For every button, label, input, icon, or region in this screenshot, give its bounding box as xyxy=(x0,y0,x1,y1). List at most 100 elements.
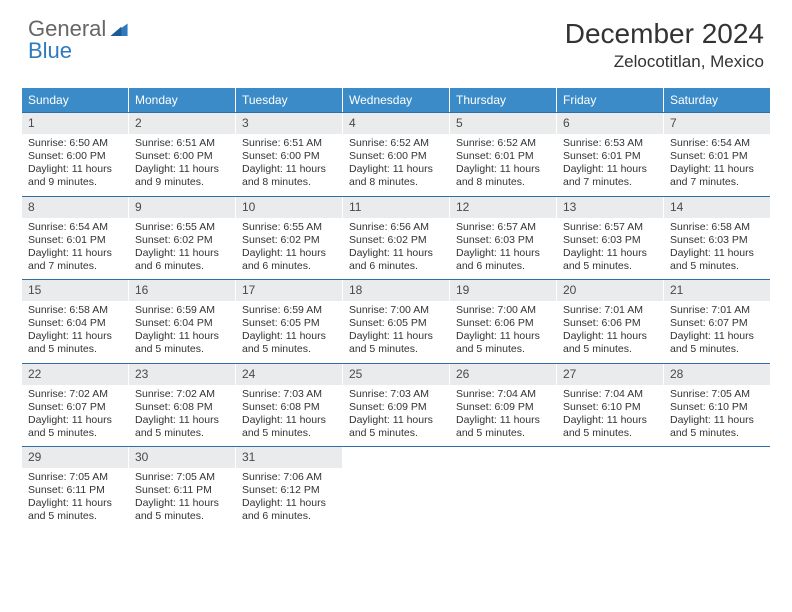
sunset-line: Sunset: 6:00 PM xyxy=(349,150,443,163)
daylight-line-2: and 5 minutes. xyxy=(563,343,657,356)
sunrise-line: Sunrise: 6:59 AM xyxy=(242,304,336,317)
daylight-line-2: and 7 minutes. xyxy=(28,260,122,273)
sunrise-line: Sunrise: 6:57 AM xyxy=(563,221,657,234)
daylight-line-2: and 5 minutes. xyxy=(242,343,336,356)
daylight-line-1: Daylight: 11 hours xyxy=(28,247,122,260)
daylight-line-2: and 5 minutes. xyxy=(456,343,550,356)
day-28: 28Sunrise: 7:05 AMSunset: 6:10 PMDayligh… xyxy=(664,364,770,447)
dow-tuesday: Tuesday xyxy=(236,88,343,112)
logo: GeneralBlue xyxy=(28,18,133,62)
day-body: Sunrise: 6:54 AMSunset: 6:01 PMDaylight:… xyxy=(22,218,128,280)
day-number: 31 xyxy=(236,447,342,468)
daylight-line-1: Daylight: 11 hours xyxy=(563,330,657,343)
day-body: Sunrise: 6:51 AMSunset: 6:00 PMDaylight:… xyxy=(129,134,235,196)
sunset-line: Sunset: 6:10 PM xyxy=(670,401,764,414)
month-title: December 2024 xyxy=(565,18,764,50)
sunrise-line: Sunrise: 6:52 AM xyxy=(349,137,443,150)
day-number: 18 xyxy=(343,280,449,301)
location: Zelocotitlan, Mexico xyxy=(565,52,764,72)
sunrise-line: Sunrise: 6:55 AM xyxy=(135,221,229,234)
sunrise-line: Sunrise: 6:53 AM xyxy=(563,137,657,150)
logo-word-blue: Blue xyxy=(28,38,72,63)
sunset-line: Sunset: 6:03 PM xyxy=(563,234,657,247)
sunrise-line: Sunrise: 6:51 AM xyxy=(135,137,229,150)
daylight-line-1: Daylight: 11 hours xyxy=(563,163,657,176)
sunrise-line: Sunrise: 7:05 AM xyxy=(28,471,122,484)
daylight-line-2: and 6 minutes. xyxy=(135,260,229,273)
week-row: 15Sunrise: 6:58 AMSunset: 6:04 PMDayligh… xyxy=(22,279,770,363)
daylight-line-2: and 5 minutes. xyxy=(670,343,764,356)
daylight-line-2: and 9 minutes. xyxy=(28,176,122,189)
sunrise-line: Sunrise: 7:00 AM xyxy=(349,304,443,317)
dow-saturday: Saturday xyxy=(664,88,770,112)
sunset-line: Sunset: 6:06 PM xyxy=(563,317,657,330)
daylight-line-1: Daylight: 11 hours xyxy=(242,414,336,427)
day-number: 22 xyxy=(22,364,128,385)
daylight-line-2: and 6 minutes. xyxy=(242,510,336,523)
sunset-line: Sunset: 6:00 PM xyxy=(135,150,229,163)
week-row: 8Sunrise: 6:54 AMSunset: 6:01 PMDaylight… xyxy=(22,196,770,280)
dow-wednesday: Wednesday xyxy=(343,88,450,112)
day-empty: 0 xyxy=(664,447,770,530)
daylight-line-1: Daylight: 11 hours xyxy=(242,163,336,176)
day-body: Sunrise: 6:58 AMSunset: 6:04 PMDaylight:… xyxy=(22,301,128,363)
sunset-line: Sunset: 6:11 PM xyxy=(28,484,122,497)
sunrise-line: Sunrise: 7:00 AM xyxy=(456,304,550,317)
day-body: Sunrise: 7:05 AMSunset: 6:11 PMDaylight:… xyxy=(129,468,235,530)
day-body: Sunrise: 7:06 AMSunset: 6:12 PMDaylight:… xyxy=(236,468,342,530)
day-9: 9Sunrise: 6:55 AMSunset: 6:02 PMDaylight… xyxy=(129,197,236,280)
sunrise-line: Sunrise: 7:03 AM xyxy=(349,388,443,401)
day-body: Sunrise: 7:02 AMSunset: 6:07 PMDaylight:… xyxy=(22,385,128,447)
day-20: 20Sunrise: 7:01 AMSunset: 6:06 PMDayligh… xyxy=(557,280,664,363)
day-23: 23Sunrise: 7:02 AMSunset: 6:08 PMDayligh… xyxy=(129,364,236,447)
daylight-line-1: Daylight: 11 hours xyxy=(242,330,336,343)
daylight-line-1: Daylight: 11 hours xyxy=(456,163,550,176)
dow-monday: Monday xyxy=(129,88,236,112)
day-body: Sunrise: 6:58 AMSunset: 6:03 PMDaylight:… xyxy=(664,218,770,280)
day-27: 27Sunrise: 7:04 AMSunset: 6:10 PMDayligh… xyxy=(557,364,664,447)
sunset-line: Sunset: 6:03 PM xyxy=(670,234,764,247)
day-body: Sunrise: 6:54 AMSunset: 6:01 PMDaylight:… xyxy=(664,134,770,196)
daylight-line-1: Daylight: 11 hours xyxy=(135,247,229,260)
sunset-line: Sunset: 6:01 PM xyxy=(28,234,122,247)
daylight-line-1: Daylight: 11 hours xyxy=(28,414,122,427)
day-body: Sunrise: 6:59 AMSunset: 6:05 PMDaylight:… xyxy=(236,301,342,363)
daylight-line-2: and 8 minutes. xyxy=(349,176,443,189)
day-body: Sunrise: 7:05 AMSunset: 6:10 PMDaylight:… xyxy=(664,385,770,447)
daylight-line-2: and 6 minutes. xyxy=(242,260,336,273)
day-empty: 0 xyxy=(450,447,557,530)
sunrise-line: Sunrise: 7:02 AM xyxy=(28,388,122,401)
day-3: 3Sunrise: 6:51 AMSunset: 6:00 PMDaylight… xyxy=(236,113,343,196)
daylight-line-2: and 7 minutes. xyxy=(563,176,657,189)
daylight-line-2: and 9 minutes. xyxy=(135,176,229,189)
day-number: 30 xyxy=(129,447,235,468)
day-empty: 0 xyxy=(343,447,450,530)
day-number: 26 xyxy=(450,364,556,385)
sunset-line: Sunset: 6:07 PM xyxy=(670,317,764,330)
daylight-line-1: Daylight: 11 hours xyxy=(349,247,443,260)
daylight-line-1: Daylight: 11 hours xyxy=(349,414,443,427)
daylight-line-2: and 6 minutes. xyxy=(349,260,443,273)
daylight-line-2: and 5 minutes. xyxy=(456,427,550,440)
day-number: 13 xyxy=(557,197,663,218)
day-body: Sunrise: 7:04 AMSunset: 6:09 PMDaylight:… xyxy=(450,385,556,447)
day-body: Sunrise: 6:59 AMSunset: 6:04 PMDaylight:… xyxy=(129,301,235,363)
week-row: 22Sunrise: 7:02 AMSunset: 6:07 PMDayligh… xyxy=(22,363,770,447)
day-25: 25Sunrise: 7:03 AMSunset: 6:09 PMDayligh… xyxy=(343,364,450,447)
day-18: 18Sunrise: 7:00 AMSunset: 6:05 PMDayligh… xyxy=(343,280,450,363)
day-body: Sunrise: 6:57 AMSunset: 6:03 PMDaylight:… xyxy=(557,218,663,280)
day-number: 4 xyxy=(343,113,449,134)
day-body: Sunrise: 6:52 AMSunset: 6:00 PMDaylight:… xyxy=(343,134,449,196)
day-21: 21Sunrise: 7:01 AMSunset: 6:07 PMDayligh… xyxy=(664,280,770,363)
sunset-line: Sunset: 6:05 PM xyxy=(242,317,336,330)
daylight-line-2: and 5 minutes. xyxy=(349,343,443,356)
logo-word-general: General xyxy=(28,18,106,40)
day-body: Sunrise: 7:00 AMSunset: 6:06 PMDaylight:… xyxy=(450,301,556,363)
sunset-line: Sunset: 6:01 PM xyxy=(563,150,657,163)
day-number: 9 xyxy=(129,197,235,218)
day-number: 28 xyxy=(664,364,770,385)
daylight-line-1: Daylight: 11 hours xyxy=(135,497,229,510)
day-number: 29 xyxy=(22,447,128,468)
day-body: Sunrise: 7:01 AMSunset: 6:07 PMDaylight:… xyxy=(664,301,770,363)
header: GeneralBlue December 2024 Zelocotitlan, … xyxy=(0,0,792,78)
